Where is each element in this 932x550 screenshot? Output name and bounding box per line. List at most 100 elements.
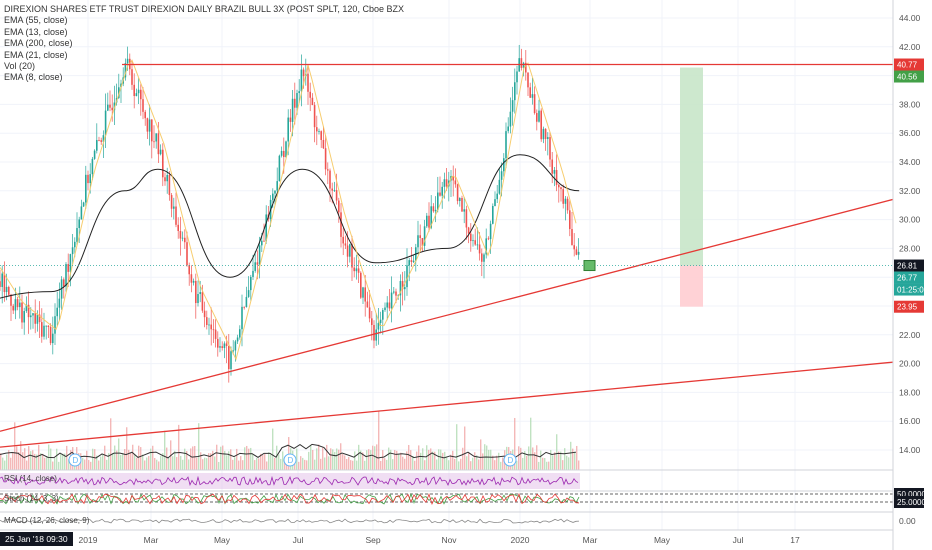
legend-ema-200[interactable]: EMA (200, close) xyxy=(4,38,73,49)
volume-bar xyxy=(354,451,356,470)
volume-bar xyxy=(262,454,264,470)
lower-support-trendline[interactable] xyxy=(0,361,894,448)
dividend-marker[interactable] xyxy=(503,453,517,467)
volume-bar xyxy=(198,423,200,470)
volume-bar xyxy=(298,461,300,470)
time-tick-label: Jul xyxy=(733,535,744,545)
stoch-label[interactable]: Stoch (14, 3, 3) xyxy=(4,494,59,503)
candle-body xyxy=(142,99,144,112)
candle-body xyxy=(333,190,336,191)
volume-bar xyxy=(526,455,528,470)
ema-21-line xyxy=(0,59,577,361)
candle-body xyxy=(463,209,465,212)
candle-body xyxy=(225,343,228,347)
volume-bar xyxy=(320,458,322,470)
volume-bar xyxy=(146,457,148,470)
candle-body xyxy=(386,302,388,308)
candle-body xyxy=(498,179,501,194)
volume-bar xyxy=(540,450,542,470)
candle-body xyxy=(219,346,221,348)
volume-bar xyxy=(174,450,176,470)
candle-body xyxy=(98,140,100,141)
candle-body xyxy=(368,307,371,319)
dividend-marker-label: D xyxy=(73,456,79,465)
candle-body xyxy=(342,236,344,244)
legend-volume[interactable]: Vol (20) xyxy=(4,61,36,72)
candle-body xyxy=(247,290,250,297)
volume-bar xyxy=(178,424,180,470)
candle-body xyxy=(538,110,540,122)
macd-zero-label: 0.00 xyxy=(899,516,916,526)
candle-body xyxy=(36,314,39,324)
candle-body xyxy=(12,305,14,311)
volume-bar xyxy=(114,445,116,470)
volume-bar xyxy=(100,456,102,470)
candle-body xyxy=(100,140,102,142)
volume-bar xyxy=(270,454,272,470)
badge-target-bg[interactable] xyxy=(894,70,924,83)
candle-body xyxy=(30,315,32,318)
volume-bar xyxy=(318,444,320,470)
candle-body xyxy=(511,100,514,112)
volume-bar xyxy=(84,459,86,470)
candle-body xyxy=(562,189,564,204)
volume-bar xyxy=(94,449,96,470)
volume-bar xyxy=(140,447,142,470)
rsi-label[interactable]: RSI (14, close) xyxy=(4,474,57,483)
volume-bar xyxy=(560,451,562,470)
badge-last-price-bg[interactable] xyxy=(894,271,924,284)
badge-current-price-bg[interactable] xyxy=(894,259,924,272)
volume-bar xyxy=(372,445,374,470)
candle-body xyxy=(489,223,492,240)
macd-label[interactable]: MACD (12, 26, close, 9) xyxy=(4,516,90,525)
volume-bar xyxy=(532,447,534,470)
volume-bar xyxy=(434,451,436,470)
rising-support-trendline[interactable] xyxy=(0,198,894,432)
volume-bar xyxy=(576,445,578,470)
time-tick-label: Sep xyxy=(365,535,380,545)
volume-bar xyxy=(346,459,348,470)
candle-body xyxy=(432,206,435,212)
dividend-marker[interactable] xyxy=(283,453,297,467)
volume-bar xyxy=(38,444,40,470)
legend-ema-8[interactable]: EMA (8, close) xyxy=(4,72,63,83)
candle-body xyxy=(527,72,529,88)
dividend-marker[interactable] xyxy=(68,453,82,467)
volume-bar xyxy=(238,460,240,470)
time-tick-label: Mar xyxy=(583,535,598,545)
legend-ema-55[interactable]: EMA (55, close) xyxy=(4,15,68,26)
volume-bar xyxy=(28,446,30,470)
volume-bar xyxy=(214,456,216,470)
price-tick-label: 28.00 xyxy=(899,243,921,253)
volume-bar xyxy=(362,452,364,470)
volume-bar xyxy=(288,437,290,470)
position-entry-handle[interactable] xyxy=(583,260,596,272)
badge-stoch-lower: 25.0000 xyxy=(897,498,926,507)
candle-body xyxy=(547,137,549,140)
candle-body xyxy=(346,245,349,257)
badge-stop-bg[interactable] xyxy=(894,300,924,313)
badge-resistance-bg[interactable] xyxy=(894,58,924,71)
volume-bar xyxy=(160,455,162,470)
volume-bar xyxy=(314,459,316,470)
candle-body xyxy=(201,292,204,311)
volume-bar xyxy=(578,460,580,470)
candle-body xyxy=(294,98,296,108)
badge-stoch-lower-bg[interactable] xyxy=(894,496,924,508)
volume-bar xyxy=(330,448,332,470)
candle-body xyxy=(177,224,179,232)
volume-bar xyxy=(186,451,188,470)
badge-countdown-bg[interactable] xyxy=(894,283,924,296)
volume-bar xyxy=(350,460,352,470)
volume-bar xyxy=(322,447,324,470)
volume-bar xyxy=(132,444,134,470)
volume-bar xyxy=(548,461,550,470)
legend-ema-21[interactable]: EMA (21, close) xyxy=(4,49,68,60)
legend-ema-13[interactable]: EMA (13, close) xyxy=(4,26,68,37)
volume-bar xyxy=(514,417,516,470)
volume-bar xyxy=(264,453,266,470)
candle-body xyxy=(243,306,245,308)
candle-body xyxy=(465,209,468,228)
